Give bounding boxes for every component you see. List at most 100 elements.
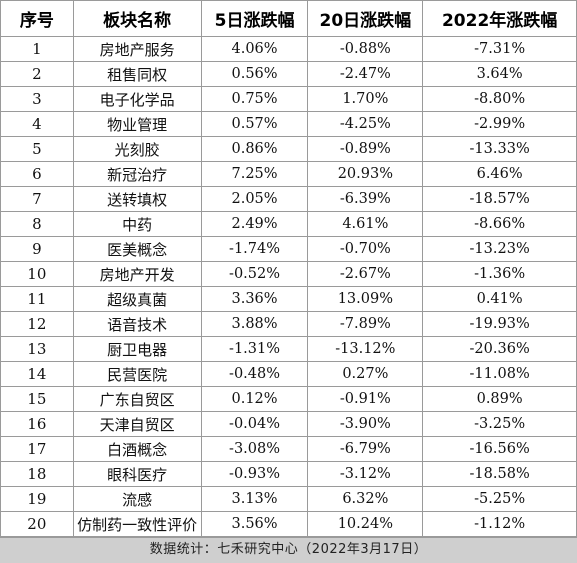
header-sector-name: 板块名称 bbox=[72, 0, 202, 37]
cell-sector-name: 电子化学品 bbox=[72, 86, 202, 112]
cell-sector-name: 物业管理 bbox=[72, 111, 202, 137]
cell-20d-change: 6.32% bbox=[307, 486, 424, 512]
table-row: 20 仿制药一致性评价 3.56% 10.24% -1.12% bbox=[0, 511, 577, 537]
cell-20d-change: -4.25% bbox=[307, 111, 424, 137]
cell-sector-name: 中药 bbox=[72, 211, 202, 237]
table-row: 1 房地产服务 4.06% -0.88% -7.31% bbox=[0, 36, 577, 62]
cell-20d-change: -3.90% bbox=[307, 411, 424, 437]
cell-sector-name: 广东自贸区 bbox=[72, 386, 202, 412]
cell-2022-change: -13.23% bbox=[422, 236, 577, 262]
cell-5d-change: -0.48% bbox=[200, 361, 309, 387]
table-row: 3 电子化学品 0.75% 1.70% -8.80% bbox=[0, 86, 577, 112]
cell-20d-change: -7.89% bbox=[307, 311, 424, 337]
cell-index: 5 bbox=[0, 136, 74, 162]
cell-5d-change: 0.56% bbox=[200, 61, 309, 87]
cell-5d-change: -0.93% bbox=[200, 461, 309, 487]
cell-index: 12 bbox=[0, 311, 74, 337]
cell-5d-change: 0.12% bbox=[200, 386, 309, 412]
cell-index: 1 bbox=[0, 36, 74, 62]
table-row: 2 租售同权 0.56% -2.47% 3.64% bbox=[0, 61, 577, 87]
cell-sector-name: 房地产开发 bbox=[72, 261, 202, 287]
cell-index: 13 bbox=[0, 336, 74, 362]
cell-5d-change: 2.05% bbox=[200, 186, 309, 212]
cell-5d-change: 4.06% bbox=[200, 36, 309, 62]
cell-5d-change: -0.52% bbox=[200, 261, 309, 287]
cell-5d-change: 3.88% bbox=[200, 311, 309, 337]
cell-index: 9 bbox=[0, 236, 74, 262]
cell-5d-change: -1.74% bbox=[200, 236, 309, 262]
table-row: 18 眼科医疗 -0.93% -3.12% -18.58% bbox=[0, 461, 577, 487]
cell-2022-change: -18.57% bbox=[422, 186, 577, 212]
cell-5d-change: 3.36% bbox=[200, 286, 309, 312]
cell-index: 2 bbox=[0, 61, 74, 87]
cell-20d-change: 10.24% bbox=[307, 511, 424, 537]
cell-2022-change: -8.80% bbox=[422, 86, 577, 112]
cell-2022-change: -5.25% bbox=[422, 486, 577, 512]
cell-2022-change: -11.08% bbox=[422, 361, 577, 387]
cell-index: 6 bbox=[0, 161, 74, 187]
table-row: 7 送转填权 2.05% -6.39% -18.57% bbox=[0, 186, 577, 212]
table-row: 9 医美概念 -1.74% -0.70% -13.23% bbox=[0, 236, 577, 262]
cell-20d-change: -13.12% bbox=[307, 336, 424, 362]
cell-index: 11 bbox=[0, 286, 74, 312]
table-row: 13 厨卫电器 -1.31% -13.12% -20.36% bbox=[0, 336, 577, 362]
cell-5d-change: -3.08% bbox=[200, 436, 309, 462]
cell-index: 3 bbox=[0, 86, 74, 112]
header-5d-change: 5日涨跌幅 bbox=[200, 0, 309, 37]
cell-sector-name: 仿制药一致性评价 bbox=[72, 511, 202, 537]
cell-index: 17 bbox=[0, 436, 74, 462]
cell-20d-change: -3.12% bbox=[307, 461, 424, 487]
cell-sector-name: 白酒概念 bbox=[72, 436, 202, 462]
table-row: 8 中药 2.49% 4.61% -8.66% bbox=[0, 211, 577, 237]
cell-5d-change: -1.31% bbox=[200, 336, 309, 362]
cell-20d-change: 20.93% bbox=[307, 161, 424, 187]
header-20d-change: 20日涨跌幅 bbox=[307, 0, 424, 37]
cell-sector-name: 新冠治疗 bbox=[72, 161, 202, 187]
cell-index: 15 bbox=[0, 386, 74, 412]
cell-index: 14 bbox=[0, 361, 74, 387]
cell-5d-change: 3.56% bbox=[200, 511, 309, 537]
cell-sector-name: 租售同权 bbox=[72, 61, 202, 87]
cell-2022-change: 0.41% bbox=[422, 286, 577, 312]
cell-20d-change: 13.09% bbox=[307, 286, 424, 312]
cell-sector-name: 天津自贸区 bbox=[72, 411, 202, 437]
cell-sector-name: 光刻胶 bbox=[72, 136, 202, 162]
cell-sector-name: 超级真菌 bbox=[72, 286, 202, 312]
cell-20d-change: -6.39% bbox=[307, 186, 424, 212]
cell-2022-change: -19.93% bbox=[422, 311, 577, 337]
table-row: 15 广东自贸区 0.12% -0.91% 0.89% bbox=[0, 386, 577, 412]
cell-index: 10 bbox=[0, 261, 74, 287]
sector-performance-table: 序号 板块名称 5日涨跌幅 20日涨跌幅 2022年涨跌幅 1 房地产服务 4.06… bbox=[0, 0, 577, 537]
table-body: 1 房地产服务 4.06% -0.88% -7.31% 2 租售同权 0.56% -2.47% 3… bbox=[0, 36, 577, 537]
cell-2022-change: -13.33% bbox=[422, 136, 577, 162]
cell-20d-change: -0.91% bbox=[307, 386, 424, 412]
cell-20d-change: -2.47% bbox=[307, 61, 424, 87]
cell-2022-change: -1.36% bbox=[422, 261, 577, 287]
cell-20d-change: -6.79% bbox=[307, 436, 424, 462]
cell-2022-change: -7.31% bbox=[422, 36, 577, 62]
cell-20d-change: -2.67% bbox=[307, 261, 424, 287]
cell-sector-name: 民营医院 bbox=[72, 361, 202, 387]
table-row: 5 光刻胶 0.86% -0.89% -13.33% bbox=[0, 136, 577, 162]
table-row: 12 语音技术 3.88% -7.89% -19.93% bbox=[0, 311, 577, 337]
cell-index: 16 bbox=[0, 411, 74, 437]
cell-index: 8 bbox=[0, 211, 74, 237]
table-row: 11 超级真菌 3.36% 13.09% 0.41% bbox=[0, 286, 577, 312]
cell-20d-change: 4.61% bbox=[307, 211, 424, 237]
cell-20d-change: -0.70% bbox=[307, 236, 424, 262]
table-row: 17 白酒概念 -3.08% -6.79% -16.56% bbox=[0, 436, 577, 462]
cell-20d-change: -0.88% bbox=[307, 36, 424, 62]
cell-2022-change: -2.99% bbox=[422, 111, 577, 137]
cell-5d-change: 3.13% bbox=[200, 486, 309, 512]
cell-index: 19 bbox=[0, 486, 74, 512]
cell-index: 20 bbox=[0, 511, 74, 537]
cell-2022-change: -3.25% bbox=[422, 411, 577, 437]
header-2022-change: 2022年涨跌幅 bbox=[422, 0, 577, 37]
cell-2022-change: 0.89% bbox=[422, 386, 577, 412]
cell-5d-change: 2.49% bbox=[200, 211, 309, 237]
cell-2022-change: -1.12% bbox=[422, 511, 577, 537]
cell-sector-name: 医美概念 bbox=[72, 236, 202, 262]
cell-5d-change: 0.75% bbox=[200, 86, 309, 112]
cell-20d-change: -0.89% bbox=[307, 136, 424, 162]
